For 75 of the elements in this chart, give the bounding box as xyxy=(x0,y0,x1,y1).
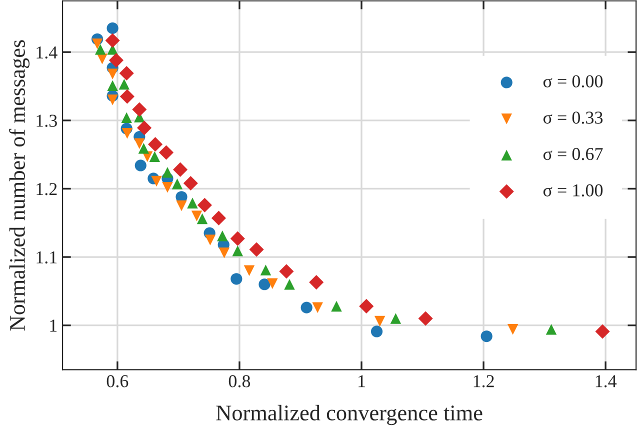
point xyxy=(172,178,183,190)
point xyxy=(258,278,270,290)
point xyxy=(120,89,134,104)
y-tick-label: 1.3 xyxy=(36,114,57,127)
point xyxy=(218,248,230,258)
point xyxy=(138,143,150,154)
point xyxy=(151,176,162,187)
point xyxy=(359,298,374,314)
point xyxy=(217,230,228,242)
point xyxy=(187,198,198,208)
point xyxy=(148,137,163,152)
point xyxy=(244,265,255,276)
point xyxy=(162,182,173,193)
point xyxy=(260,264,272,276)
point xyxy=(119,66,134,81)
y-tick-label: 1.4 xyxy=(36,46,58,59)
point xyxy=(94,44,106,55)
point xyxy=(132,102,147,117)
point xyxy=(122,128,133,139)
point xyxy=(204,234,216,246)
x-tick-label: 1.4 xyxy=(596,375,617,388)
x-tick-label: 0.6 xyxy=(106,375,128,388)
point xyxy=(418,311,433,326)
point xyxy=(107,94,118,106)
point xyxy=(279,264,294,279)
legend-label: σ = 0.67 xyxy=(543,148,603,160)
point xyxy=(196,213,208,224)
legend-label: σ = 0.33 xyxy=(543,112,603,124)
point xyxy=(158,145,174,160)
y-tick-label: 1 xyxy=(50,320,57,332)
point xyxy=(249,242,264,257)
point xyxy=(121,112,132,124)
point xyxy=(300,302,312,314)
point xyxy=(118,78,130,90)
point xyxy=(108,53,124,68)
point xyxy=(176,200,187,212)
point xyxy=(183,176,198,191)
legend-label: σ = 0.00 xyxy=(543,75,603,88)
point xyxy=(480,330,492,342)
point xyxy=(546,324,557,335)
legend-label: σ = 1.00 xyxy=(543,184,603,197)
point xyxy=(191,210,202,222)
y-tick-label: 1.1 xyxy=(36,251,57,264)
point xyxy=(106,22,118,34)
point xyxy=(595,324,610,339)
point xyxy=(107,80,118,91)
point xyxy=(232,245,244,256)
point xyxy=(134,138,145,150)
point xyxy=(211,210,226,226)
point xyxy=(507,324,518,335)
point xyxy=(370,326,383,338)
point xyxy=(105,33,120,48)
point xyxy=(197,198,212,212)
x-tick-label: 0.8 xyxy=(228,375,250,388)
point xyxy=(162,166,173,178)
point xyxy=(267,278,278,290)
point xyxy=(331,300,342,312)
point xyxy=(312,302,323,313)
x-tick-label: 1 xyxy=(358,375,365,388)
point xyxy=(92,38,103,50)
point xyxy=(284,278,295,290)
point xyxy=(390,313,402,324)
x-axis-title: Normalized convergence time xyxy=(216,404,482,426)
x-tick-label: 1.2 xyxy=(474,375,494,388)
point xyxy=(149,151,160,162)
point xyxy=(230,231,245,246)
y-axis-title: Normalized number of messages xyxy=(9,40,30,331)
point xyxy=(309,275,324,290)
y-tick-label: 1.2 xyxy=(36,183,57,196)
point xyxy=(107,68,118,80)
point xyxy=(374,316,386,327)
point xyxy=(137,120,152,136)
point xyxy=(230,273,242,285)
point xyxy=(134,160,146,172)
point xyxy=(173,162,188,177)
